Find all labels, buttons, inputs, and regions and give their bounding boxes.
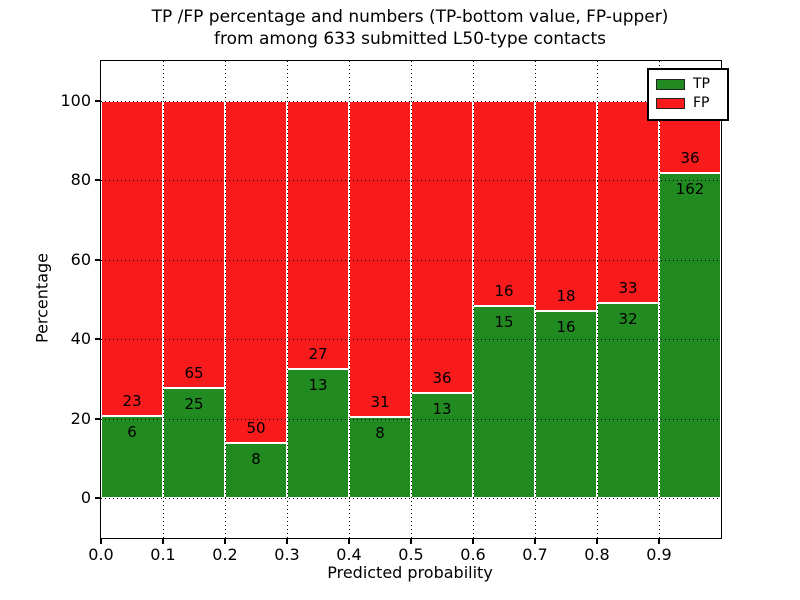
fp-legend-label: FP: [693, 95, 710, 111]
fp-count-label-7: 18: [556, 287, 576, 306]
y-tick-label-20: 20: [70, 408, 91, 428]
y-tick-60: [95, 258, 101, 261]
bar-segment-fp-8: [597, 100, 659, 303]
legend-entry-tp: TP: [656, 77, 721, 91]
bar-segment-fp-4: [349, 100, 411, 417]
tp-count-label-0: 6: [127, 423, 137, 441]
x-axis-label: Predicted probability: [327, 563, 493, 582]
tp-count-label-2: 8: [251, 450, 261, 469]
tp-count-label-4: 8: [375, 423, 385, 442]
x-tick-label-0.4: 0.4: [336, 545, 362, 564]
plot-area: TP FP 23 6 65 25 50 8 27 13 31 8 36 13 16 15 18 16 33 32 3…: [60, 60, 729, 564]
gridline-x-0.5: [411, 61, 412, 538]
y-tick-40: [95, 338, 101, 341]
x-tick-0.6: [472, 538, 474, 544]
x-tick-0.8: [596, 538, 598, 544]
chart-title: TP /FP percentage and numbers (TP-bottom…: [100, 6, 720, 50]
x-tick-0.0: [100, 538, 102, 544]
bar-segment-tp-9: [659, 173, 721, 499]
y-tick-0: [95, 497, 101, 500]
y-tick-label-0: 0: [80, 488, 91, 508]
legend-entry-fp: FP: [656, 96, 721, 110]
fp-count-label-8: 33: [618, 278, 638, 297]
x-tick-label-0.3: 0.3: [274, 545, 300, 564]
gridline-x-0.2: [225, 61, 226, 538]
y-tick-label-80: 80: [70, 170, 91, 190]
fp-legend-swatch: [656, 97, 685, 109]
chart-title-line2: from among 633 submitted L50-type contac…: [214, 29, 606, 49]
tp-count-label-6: 15: [494, 312, 514, 331]
bar-segment-fp-1: [163, 100, 225, 388]
y-tick-20: [95, 417, 101, 420]
bar-segment-tp-8: [597, 302, 659, 499]
tp-count-label-1: 25: [184, 394, 204, 413]
x-tick-label-0.2: 0.2: [212, 545, 238, 564]
gridline-x-0.3: [287, 61, 288, 538]
bar-segment-fp-5: [411, 100, 473, 393]
y-tick-100: [95, 99, 101, 102]
fp-count-label-9: 36: [680, 149, 700, 168]
gridline-x-0.4: [349, 61, 350, 538]
x-tick-0.2: [224, 538, 226, 544]
x-tick-0.9: [658, 538, 660, 544]
y-tick-label-100: 100: [60, 90, 91, 110]
fp-count-label-2: 50: [246, 419, 266, 438]
x-tick-label-0.8: 0.8: [584, 545, 610, 564]
fp-count-label-6: 16: [494, 281, 514, 300]
x-tick-0.7: [534, 538, 536, 544]
bar-segment-fp-0: [101, 100, 163, 416]
fp-count-label-5: 36: [432, 368, 452, 387]
x-tick-label-0.9: 0.9: [646, 545, 672, 564]
gridline-x-0.7: [535, 61, 536, 538]
gridline-x-0.8: [597, 61, 598, 538]
tp-legend-label: TP: [693, 76, 710, 92]
fp-count-label-3: 27: [308, 345, 328, 364]
tp-count-label-5: 13: [432, 399, 452, 418]
x-tick-label-0.7: 0.7: [522, 545, 548, 564]
x-tick-0.5: [410, 538, 412, 544]
bar-segment-fp-2: [225, 100, 287, 444]
bar-segment-tp-3: [287, 369, 349, 499]
bar-segment-tp-5: [411, 392, 473, 499]
x-tick-0.3: [286, 538, 288, 544]
tp-count-label-7: 16: [556, 318, 576, 337]
fp-count-label-0: 23: [122, 392, 142, 410]
bar-segment-tp-1: [163, 387, 225, 499]
x-tick-label-0.0: 0.0: [88, 545, 114, 564]
gridline-x-0.6: [473, 61, 474, 538]
bar-segment-tp-6: [473, 305, 535, 499]
fp-count-label-4: 31: [370, 392, 390, 411]
y-tick-80: [95, 179, 101, 182]
gridline-x-0.1: [163, 61, 164, 538]
bar-segment-fp-6: [473, 100, 535, 306]
bar-segment-tp-0: [101, 416, 163, 499]
x-tick-0.4: [348, 538, 350, 544]
x-tick-0.1: [162, 538, 164, 544]
tp-count-label-9: 162: [675, 180, 705, 199]
tp-count-label-8: 32: [618, 309, 638, 328]
bar-segment-fp-7: [535, 100, 597, 312]
legend: TP FP: [647, 68, 729, 121]
gridline-x-0.9: [659, 61, 660, 538]
fp-count-label-1: 65: [184, 363, 204, 382]
y-tick-label-60: 60: [70, 249, 91, 269]
tp-count-label-3: 13: [308, 376, 328, 395]
y-tick-label-40: 40: [70, 329, 91, 349]
x-tick-label-0.5: 0.5: [398, 545, 424, 564]
x-tick-label-0.6: 0.6: [460, 545, 486, 564]
bar-segment-fp-3: [287, 100, 349, 370]
tp-legend-swatch: [656, 78, 685, 90]
x-tick-label-0.1: 0.1: [150, 545, 176, 564]
chart-title-line1: TP /FP percentage and numbers (TP-bottom…: [151, 7, 669, 27]
